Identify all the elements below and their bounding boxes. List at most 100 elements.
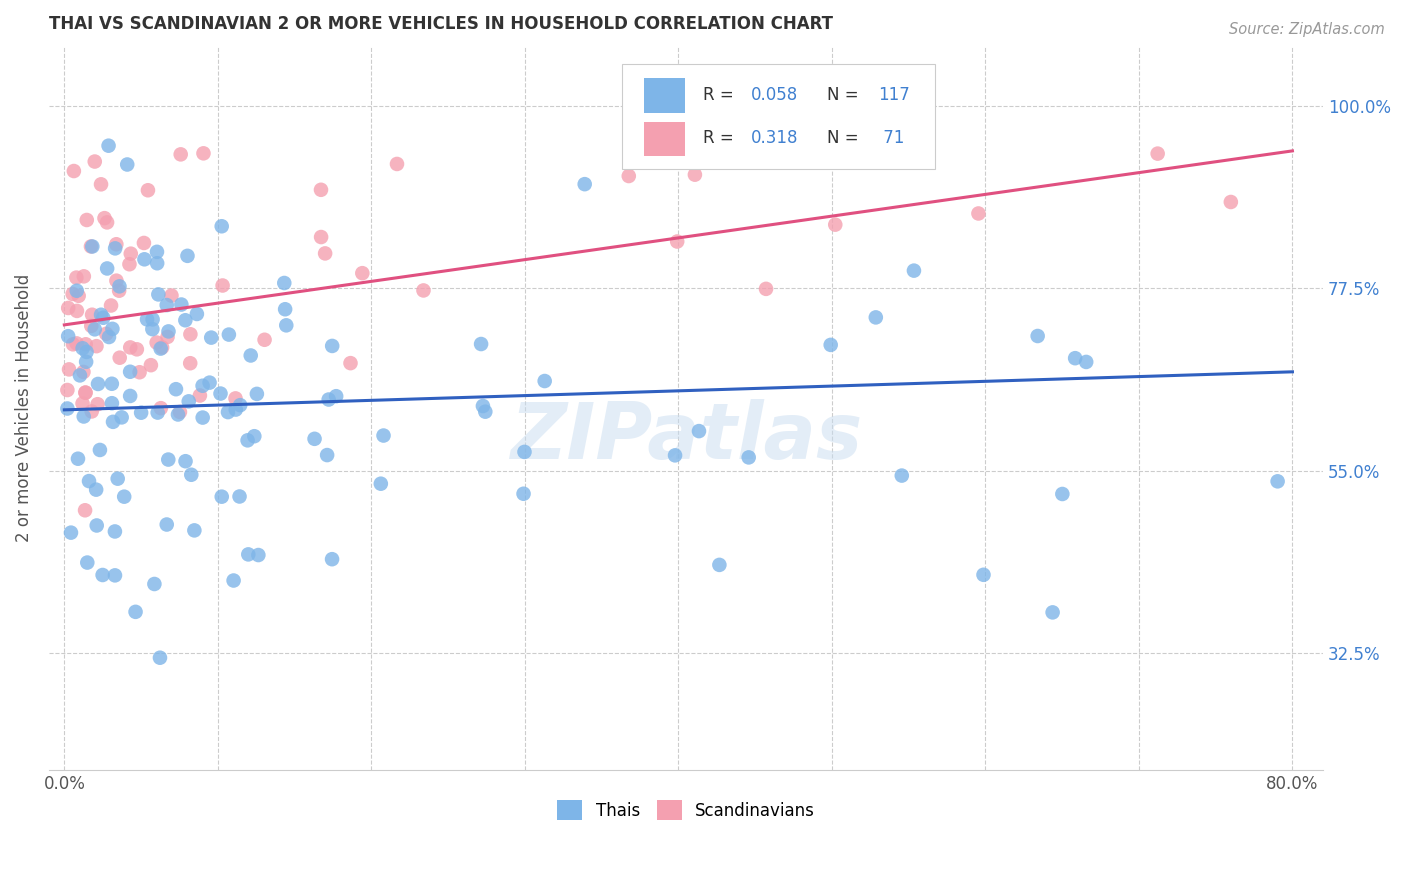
Point <box>96 215 118 229</box>
Point <box>104 568 127 582</box>
Point <box>512 487 534 501</box>
Point <box>63 164 86 178</box>
Point <box>617 169 640 183</box>
Point <box>134 252 156 267</box>
Point <box>82 239 104 253</box>
Point <box>243 429 266 443</box>
Point <box>1042 606 1064 620</box>
Point <box>1267 475 1289 489</box>
Point <box>76 345 98 359</box>
Point <box>709 558 731 572</box>
Point <box>58 362 80 376</box>
Point <box>321 552 343 566</box>
Point <box>136 312 159 326</box>
Point <box>118 257 141 271</box>
Point <box>967 206 990 220</box>
Point <box>149 401 172 416</box>
Point <box>179 327 201 342</box>
Point <box>91 568 114 582</box>
Point <box>115 157 138 171</box>
Text: R =: R = <box>703 86 734 104</box>
Text: R =: R = <box>703 128 734 146</box>
Point <box>247 548 270 562</box>
Point <box>100 298 122 312</box>
Point <box>124 605 146 619</box>
Point <box>470 337 492 351</box>
Point <box>56 401 79 416</box>
Point <box>76 556 98 570</box>
Point <box>157 325 180 339</box>
Legend: Thais, Scandinavians: Thais, Scandinavians <box>551 793 821 827</box>
Point <box>76 213 98 227</box>
Point <box>274 302 297 317</box>
Point <box>309 183 332 197</box>
Point <box>156 298 179 312</box>
Point <box>120 365 142 379</box>
Point <box>59 525 82 540</box>
Point <box>176 249 198 263</box>
Point <box>273 276 295 290</box>
Point <box>179 356 201 370</box>
Point <box>83 322 105 336</box>
Point <box>145 335 167 350</box>
Point <box>222 574 245 588</box>
Point <box>72 365 94 379</box>
Point <box>86 518 108 533</box>
Point <box>91 310 114 325</box>
Point <box>186 307 208 321</box>
Point <box>104 241 127 255</box>
Text: Source: ZipAtlas.com: Source: ZipAtlas.com <box>1229 22 1385 37</box>
Point <box>77 474 100 488</box>
Point <box>96 261 118 276</box>
Point <box>143 577 166 591</box>
Point <box>112 490 135 504</box>
Point <box>755 282 778 296</box>
Point <box>132 235 155 250</box>
Point <box>170 297 193 311</box>
Point <box>86 397 108 411</box>
Point <box>105 274 128 288</box>
Point <box>108 351 131 365</box>
Point <box>1076 355 1098 369</box>
Point <box>352 266 374 280</box>
Point <box>75 355 97 369</box>
Point <box>73 269 96 284</box>
Point <box>136 183 159 197</box>
Point <box>65 270 87 285</box>
Point <box>90 308 112 322</box>
Point <box>101 322 124 336</box>
Point <box>238 548 260 562</box>
Point <box>97 138 120 153</box>
Point <box>101 396 124 410</box>
Point <box>325 389 347 403</box>
Point <box>120 246 142 260</box>
Point <box>471 399 494 413</box>
Point <box>170 147 193 161</box>
Point <box>66 304 89 318</box>
Point <box>101 376 124 391</box>
Point <box>474 405 496 419</box>
Text: N =: N = <box>828 86 859 104</box>
Point <box>129 406 152 420</box>
Point <box>83 154 105 169</box>
Point <box>820 338 842 352</box>
Point <box>56 383 79 397</box>
Point <box>664 448 686 462</box>
Point <box>373 428 395 442</box>
Text: 0.058: 0.058 <box>751 86 799 104</box>
Point <box>72 396 94 410</box>
Point <box>75 385 97 400</box>
Point <box>253 333 276 347</box>
Text: N =: N = <box>828 128 859 146</box>
Point <box>169 405 191 419</box>
Point <box>174 454 197 468</box>
Point <box>89 442 111 457</box>
Point <box>225 392 247 406</box>
Point <box>80 404 103 418</box>
Point <box>93 211 115 226</box>
Point <box>412 284 434 298</box>
Point <box>65 336 87 351</box>
Point <box>1052 487 1074 501</box>
Point <box>824 218 846 232</box>
Point <box>66 451 89 466</box>
